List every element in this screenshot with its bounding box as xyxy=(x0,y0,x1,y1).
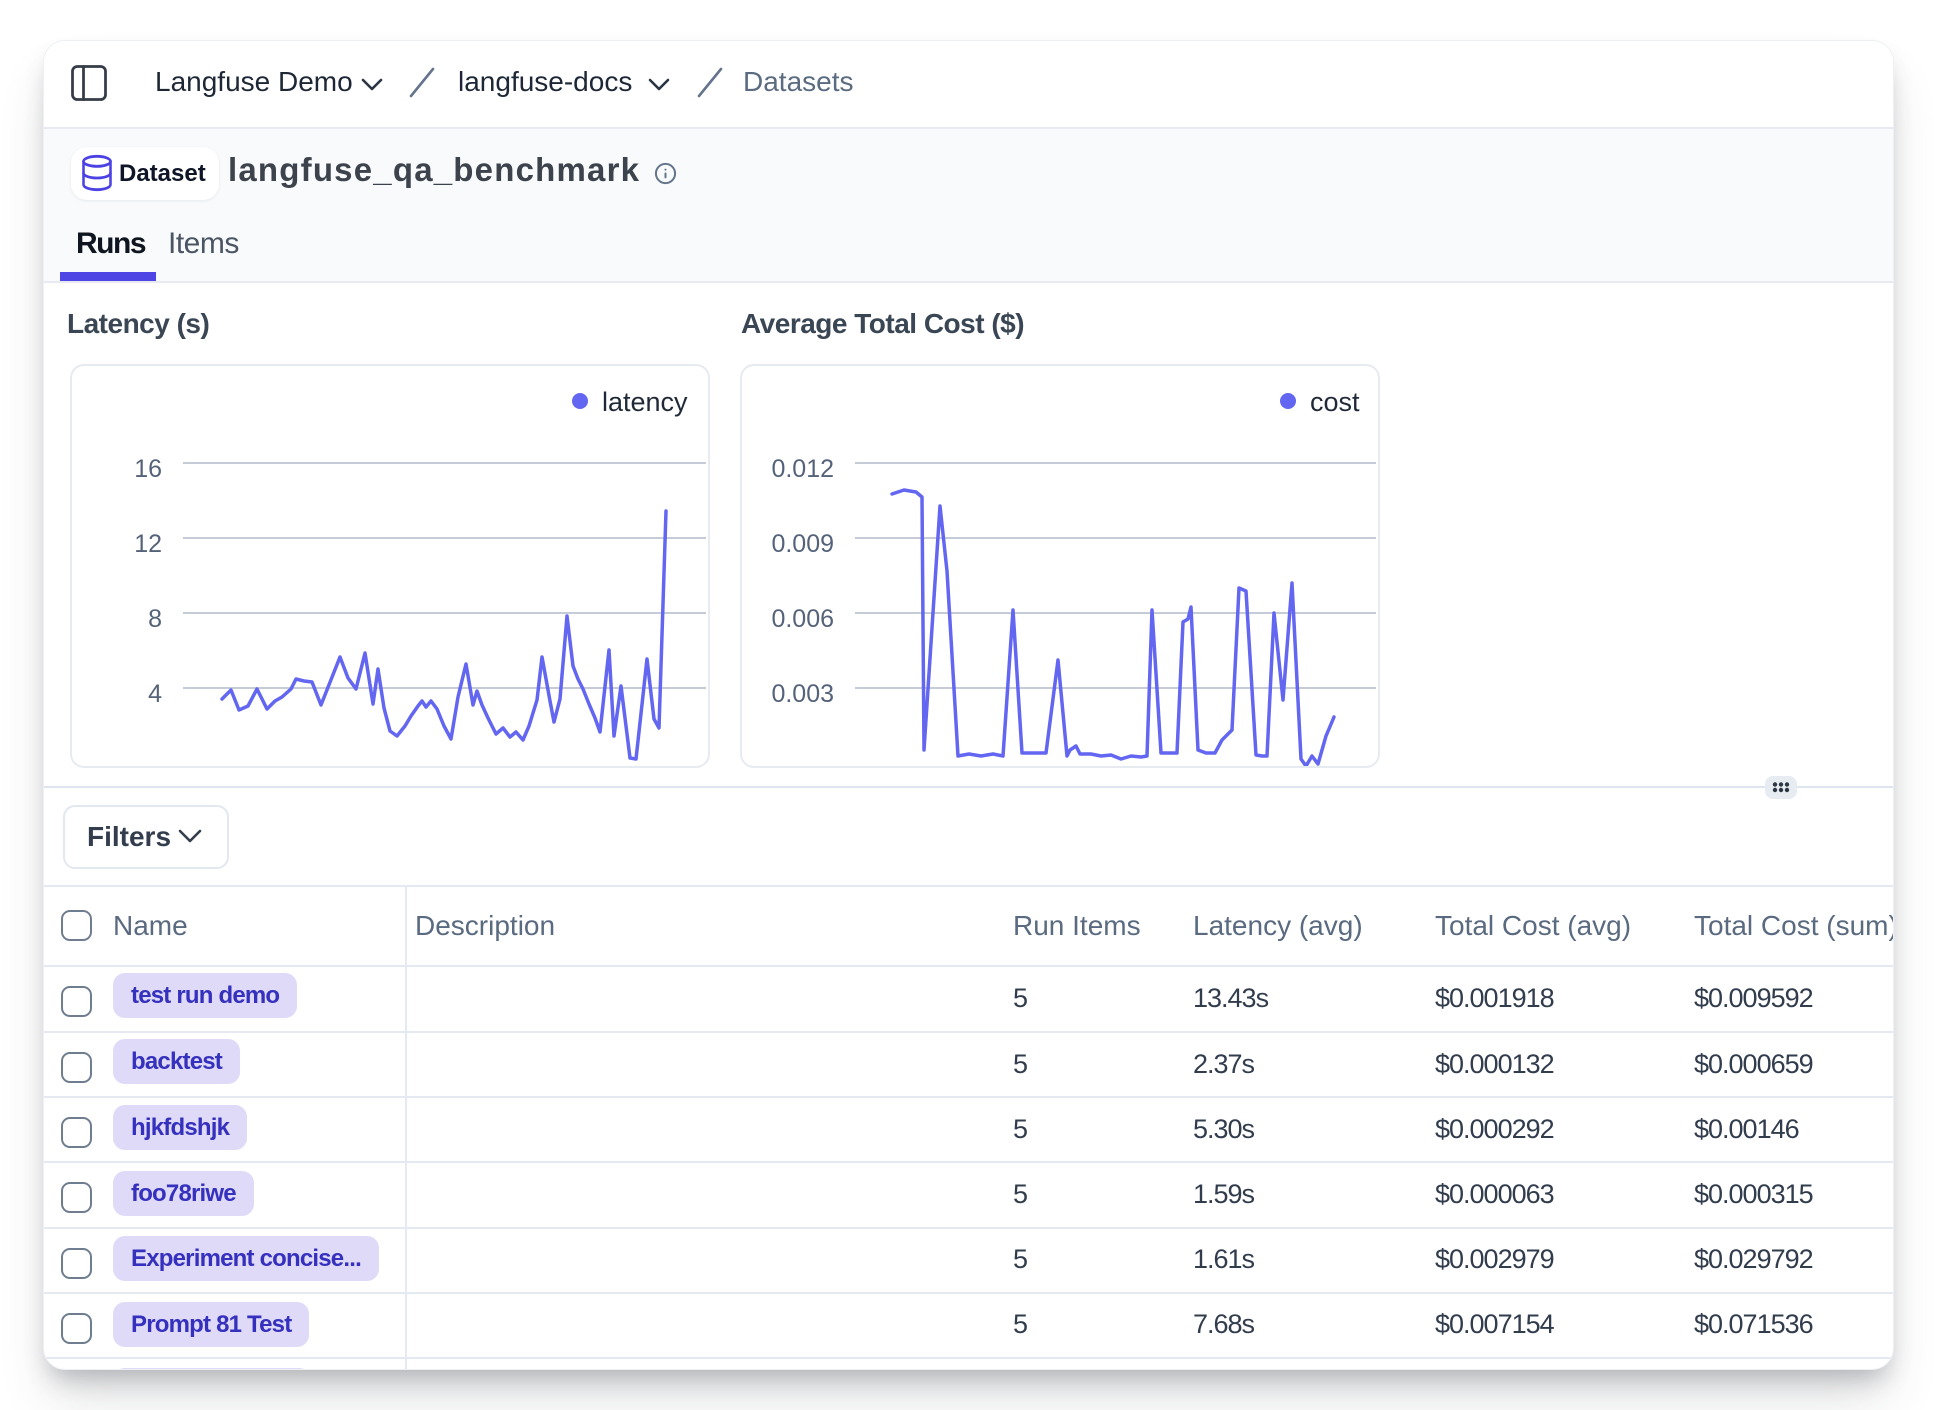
svg-text:0.009: 0.009 xyxy=(771,530,834,558)
svg-text:cost: cost xyxy=(1310,387,1360,417)
svg-text:8: 8 xyxy=(148,605,162,633)
svg-text:16: 16 xyxy=(134,455,162,483)
svg-text:0.012: 0.012 xyxy=(771,455,834,483)
svg-text:0.006: 0.006 xyxy=(771,605,834,633)
svg-text:0.003: 0.003 xyxy=(771,680,834,708)
svg-text:12: 12 xyxy=(134,530,162,558)
svg-text:latency: latency xyxy=(602,387,688,417)
svg-text:4: 4 xyxy=(148,680,162,708)
